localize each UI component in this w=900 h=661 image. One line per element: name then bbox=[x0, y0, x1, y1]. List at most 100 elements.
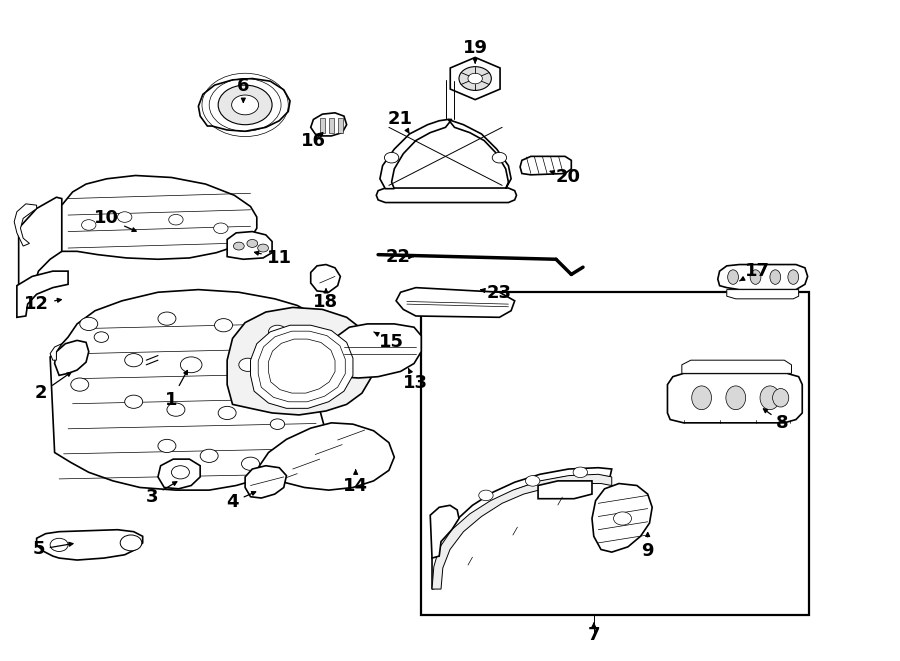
Circle shape bbox=[238, 358, 256, 371]
Text: 21: 21 bbox=[388, 110, 413, 134]
Circle shape bbox=[158, 312, 176, 325]
Circle shape bbox=[492, 153, 507, 163]
Circle shape bbox=[459, 67, 491, 91]
Circle shape bbox=[270, 419, 284, 430]
Polygon shape bbox=[259, 423, 394, 490]
Circle shape bbox=[82, 219, 96, 230]
Text: 11: 11 bbox=[255, 249, 292, 267]
Ellipse shape bbox=[726, 386, 745, 410]
Text: 23: 23 bbox=[481, 284, 512, 302]
Polygon shape bbox=[376, 188, 517, 202]
Circle shape bbox=[218, 85, 272, 125]
Text: 7: 7 bbox=[588, 623, 600, 644]
Polygon shape bbox=[258, 331, 346, 402]
Ellipse shape bbox=[788, 270, 798, 284]
Text: 8: 8 bbox=[763, 408, 788, 432]
Text: 3: 3 bbox=[146, 482, 176, 506]
Circle shape bbox=[614, 512, 632, 525]
Polygon shape bbox=[19, 197, 62, 284]
Polygon shape bbox=[450, 58, 500, 100]
Text: 1: 1 bbox=[166, 370, 187, 408]
Circle shape bbox=[526, 476, 540, 486]
Circle shape bbox=[166, 403, 184, 416]
Circle shape bbox=[257, 244, 268, 252]
Text: 17: 17 bbox=[740, 262, 770, 281]
Circle shape bbox=[168, 214, 183, 225]
Circle shape bbox=[80, 317, 98, 330]
Circle shape bbox=[121, 535, 142, 551]
Ellipse shape bbox=[692, 386, 712, 410]
Text: 19: 19 bbox=[463, 39, 488, 63]
Polygon shape bbox=[158, 459, 200, 488]
Polygon shape bbox=[55, 340, 89, 375]
Bar bbox=[421, 292, 809, 615]
Polygon shape bbox=[538, 481, 592, 498]
Polygon shape bbox=[50, 344, 62, 360]
Text: 6: 6 bbox=[237, 77, 249, 102]
Circle shape bbox=[94, 332, 109, 342]
Text: 14: 14 bbox=[343, 470, 368, 494]
Text: 18: 18 bbox=[313, 289, 338, 311]
Text: 2: 2 bbox=[35, 372, 71, 402]
Polygon shape bbox=[380, 120, 452, 188]
Circle shape bbox=[468, 73, 482, 84]
Text: 16: 16 bbox=[301, 132, 326, 149]
Polygon shape bbox=[432, 468, 612, 589]
Bar bbox=[328, 118, 334, 133]
Polygon shape bbox=[396, 288, 515, 317]
Text: 20: 20 bbox=[550, 169, 581, 186]
Polygon shape bbox=[50, 290, 338, 490]
Circle shape bbox=[268, 325, 286, 338]
Circle shape bbox=[50, 538, 68, 551]
Text: 9: 9 bbox=[642, 533, 654, 561]
Polygon shape bbox=[718, 264, 807, 290]
Circle shape bbox=[247, 239, 257, 247]
Circle shape bbox=[171, 466, 189, 479]
Bar bbox=[338, 118, 343, 133]
Polygon shape bbox=[592, 484, 652, 552]
Polygon shape bbox=[727, 290, 798, 299]
Text: 4: 4 bbox=[226, 492, 256, 511]
Circle shape bbox=[573, 467, 588, 478]
Polygon shape bbox=[198, 79, 290, 132]
Polygon shape bbox=[310, 264, 340, 292]
Circle shape bbox=[71, 378, 89, 391]
Polygon shape bbox=[432, 475, 612, 589]
Text: 12: 12 bbox=[24, 295, 61, 313]
Circle shape bbox=[158, 440, 176, 453]
Text: 15: 15 bbox=[374, 332, 404, 351]
Ellipse shape bbox=[760, 386, 779, 410]
Circle shape bbox=[233, 242, 244, 250]
Bar bbox=[320, 118, 325, 133]
Polygon shape bbox=[682, 360, 791, 373]
Text: 10: 10 bbox=[94, 210, 136, 231]
Polygon shape bbox=[37, 529, 143, 560]
Text: 5: 5 bbox=[32, 541, 73, 559]
Ellipse shape bbox=[772, 389, 788, 407]
Circle shape bbox=[213, 223, 228, 233]
Circle shape bbox=[125, 354, 143, 367]
Circle shape bbox=[384, 153, 399, 163]
Ellipse shape bbox=[770, 270, 780, 284]
Polygon shape bbox=[520, 157, 572, 175]
Ellipse shape bbox=[728, 270, 739, 284]
Polygon shape bbox=[668, 373, 802, 423]
Ellipse shape bbox=[750, 270, 760, 284]
Text: 13: 13 bbox=[403, 369, 428, 392]
Polygon shape bbox=[310, 113, 346, 136]
Polygon shape bbox=[268, 339, 335, 393]
Polygon shape bbox=[227, 231, 272, 259]
Circle shape bbox=[231, 95, 258, 115]
Polygon shape bbox=[62, 175, 256, 259]
Polygon shape bbox=[333, 324, 421, 378]
Circle shape bbox=[218, 407, 236, 420]
Circle shape bbox=[214, 319, 232, 332]
Polygon shape bbox=[245, 466, 286, 498]
Circle shape bbox=[200, 449, 218, 463]
Circle shape bbox=[241, 457, 259, 471]
Circle shape bbox=[180, 357, 202, 373]
Text: 22: 22 bbox=[385, 248, 413, 266]
Circle shape bbox=[479, 490, 493, 500]
Circle shape bbox=[125, 395, 143, 408]
Polygon shape bbox=[430, 505, 459, 558]
